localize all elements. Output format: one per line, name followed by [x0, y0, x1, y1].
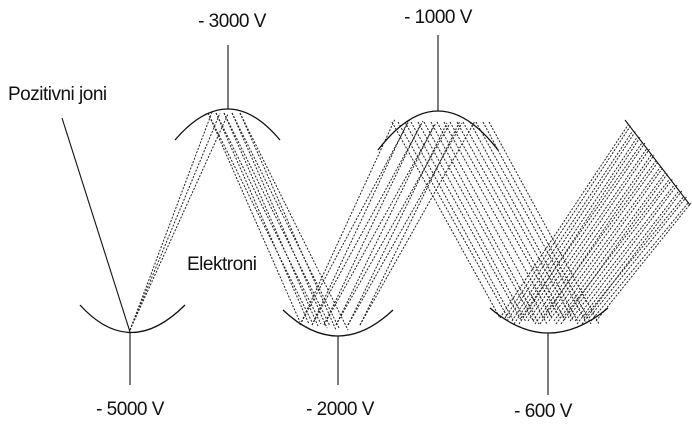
electron-path: [513, 136, 638, 325]
electron-path: [299, 118, 411, 326]
voltage-label: - 5000 V: [96, 399, 165, 420]
electron-path: [347, 122, 448, 326]
electron-path: [436, 121, 548, 325]
electron-path: [323, 122, 422, 326]
electron-path: [223, 112, 319, 327]
electron-path: [359, 120, 461, 326]
electron-path: [207, 112, 301, 323]
electron-path: [129, 113, 229, 331]
electron-path: [499, 124, 629, 319]
electron-path: [539, 154, 655, 325]
electron-path: [223, 112, 331, 327]
electron-path: [518, 136, 641, 325]
electron-path: [469, 121, 579, 323]
electron-path: [430, 121, 540, 325]
electron-path: [488, 121, 600, 325]
electron-path: [335, 124, 435, 326]
anode: [624, 119, 691, 206]
electron-path: [595, 202, 692, 322]
electron-path: [347, 122, 463, 326]
voltage-label: - 1000 V: [404, 7, 473, 28]
electron-path: [404, 121, 514, 321]
electron-path: [239, 112, 337, 331]
electron-path: [525, 142, 646, 319]
electron-path: [311, 120, 424, 326]
electron-path: [443, 121, 553, 319]
electron-path: [417, 121, 527, 323]
electron-path: [583, 196, 684, 319]
electron-path: [541, 160, 657, 319]
electron-path: [574, 184, 678, 322]
electron-path: [532, 148, 650, 322]
electron-path: [359, 120, 476, 326]
electron-paths: [129, 111, 692, 331]
ion-path: [61, 117, 131, 333]
electron-path: [129, 112, 221, 331]
electron-path: [506, 130, 634, 322]
electron-path: [215, 112, 310, 325]
electron-path: [397, 121, 509, 319]
electron-path: [231, 112, 328, 329]
electron-path: [215, 112, 322, 325]
electron-path: [555, 172, 666, 325]
electron-path: [548, 166, 661, 322]
electron-path: [520, 142, 643, 319]
electron-path: [239, 112, 349, 331]
electrons-label: Elektroni: [187, 254, 256, 275]
electron-path: [299, 118, 396, 326]
electron-path: [410, 121, 522, 321]
voltage-label: - 600 V: [514, 401, 573, 422]
electron-path: [423, 121, 535, 323]
voltage-label: - 2000 V: [306, 399, 375, 420]
voltage-label: - 3000 V: [198, 11, 267, 32]
dynode: [79, 304, 186, 334]
electron-path: [534, 154, 652, 325]
electron-path: [567, 178, 673, 319]
electron-path: [511, 130, 637, 322]
electron-path: [590, 202, 689, 322]
electron-path: [527, 148, 647, 322]
electron-path: [560, 172, 669, 325]
electron-path: [323, 122, 437, 326]
dynode: [282, 309, 394, 337]
electron-path: [449, 121, 561, 319]
electron-path: [391, 121, 501, 319]
electron-path: [231, 112, 340, 329]
electron-path: [462, 121, 574, 321]
electron-path: [562, 178, 670, 319]
electron-path: [569, 184, 675, 322]
ions-label: Pozitivni joni: [8, 84, 107, 105]
electron-path: [311, 120, 409, 326]
electron-path: [129, 111, 213, 331]
electron-path: [546, 160, 660, 319]
electron-path: [456, 121, 566, 321]
electron-path: [207, 112, 313, 323]
electron-path: [482, 121, 592, 325]
electron-path: [588, 196, 687, 319]
